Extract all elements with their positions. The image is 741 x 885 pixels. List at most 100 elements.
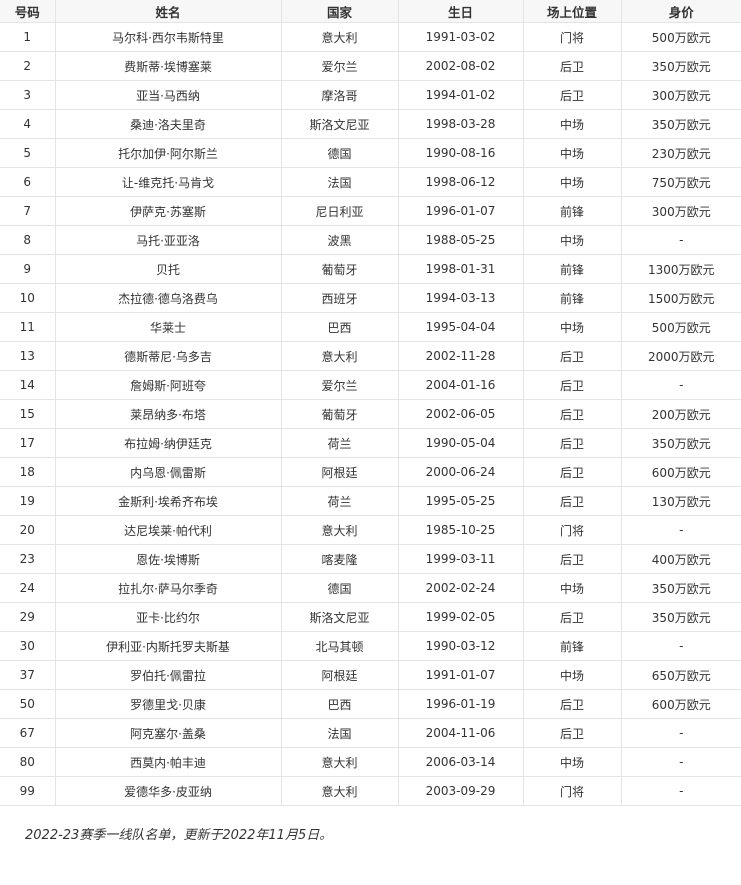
cell-value: - [620,225,741,255]
cell-value: - [620,631,741,661]
cell-number: 19 [0,486,56,516]
table-row: 3 亚当·马西纳 摩洛哥 1994-01-02 后卫 300万欧元 [0,80,741,110]
cell-name: 贝托 [54,254,282,284]
cell-value: 750万欧元 [620,167,741,197]
cell-position: 中场 [522,747,622,777]
cell-country: 意大利 [280,747,399,777]
cell-birthday: 2003-09-29 [397,776,524,806]
table-row: 99 爱德华多·皮亚纳 意大利 2003-09-29 门将 - [0,776,741,806]
cell-name: 布拉姆·纳伊廷克 [54,428,282,458]
cell-position: 中场 [522,312,622,342]
cell-birthday: 2002-02-24 [397,573,524,603]
cell-country: 意大利 [280,515,399,545]
cell-value: 350万欧元 [620,109,741,139]
cell-value: 400万欧元 [620,544,741,574]
table-row: 29 亚卡·比约尔 斯洛文尼亚 1999-02-05 后卫 350万欧元 [0,602,741,632]
cell-country: 意大利 [280,341,399,371]
cell-value: 200万欧元 [620,399,741,429]
cell-position: 中场 [522,109,622,139]
cell-country: 荷兰 [280,486,399,516]
table-row: 14 詹姆斯·阿班夸 爱尔兰 2004-01-16 后卫 - [0,370,741,400]
cell-name: 托尔加伊·阿尔斯兰 [54,138,282,168]
cell-value: - [620,718,741,748]
cell-value: 350万欧元 [620,51,741,81]
cell-birthday: 1990-05-04 [397,428,524,458]
table-row: 1 马尔科·西尔韦斯特里 意大利 1991-03-02 门将 500万欧元 [0,22,741,52]
table-caption: 2022-23赛季一线队名单，更新于2022年11月5日。 [25,828,333,843]
cell-name: 费斯蒂·埃博塞莱 [54,51,282,81]
cell-country: 德国 [280,573,399,603]
cell-country: 西班牙 [280,283,399,313]
cell-birthday: 1998-01-31 [397,254,524,284]
cell-value: 600万欧元 [620,689,741,719]
cell-name: 金斯利·埃希齐布埃 [54,486,282,516]
cell-name: 杰拉德·德乌洛费乌 [54,283,282,313]
cell-position: 中场 [522,138,622,168]
cell-name: 让-维克托·马肯戈 [54,167,282,197]
cell-value: 300万欧元 [620,196,741,226]
cell-value: - [620,515,741,545]
cell-name: 亚当·马西纳 [54,80,282,110]
table-row: 80 西莫内·帕丰迪 意大利 2006-03-14 中场 - [0,747,741,777]
cell-number: 67 [0,718,56,748]
cell-number: 30 [0,631,56,661]
cell-value: 600万欧元 [620,457,741,487]
cell-position: 后卫 [522,544,622,574]
cell-name: 罗伯托·佩雷拉 [54,660,282,690]
cell-birthday: 1998-06-12 [397,167,524,197]
cell-name: 马托·亚亚洛 [54,225,282,255]
table-row: 50 罗德里戈·贝康 巴西 1996-01-19 后卫 600万欧元 [0,689,741,719]
cell-position: 门将 [522,776,622,806]
table-row: 67 阿克塞尔·盖桑 法国 2004-11-06 后卫 - [0,718,741,748]
cell-value: 1500万欧元 [620,283,741,313]
cell-birthday: 2006-03-14 [397,747,524,777]
cell-country: 意大利 [280,22,399,52]
cell-country: 阿根廷 [280,457,399,487]
table-row: 9 贝托 葡萄牙 1998-01-31 前锋 1300万欧元 [0,254,741,284]
cell-birthday: 1991-03-02 [397,22,524,52]
cell-country: 爱尔兰 [280,370,399,400]
cell-position: 前锋 [522,283,622,313]
cell-position: 后卫 [522,51,622,81]
cell-position: 门将 [522,515,622,545]
cell-birthday: 2002-06-05 [397,399,524,429]
cell-birthday: 1999-03-11 [397,544,524,574]
cell-number: 5 [0,138,56,168]
cell-birthday: 1995-04-04 [397,312,524,342]
cell-number: 99 [0,776,56,806]
table-header-row: 号码 姓名 国家 生日 场上位置 身价 [0,0,741,23]
table-row: 5 托尔加伊·阿尔斯兰 德国 1990-08-16 中场 230万欧元 [0,138,741,168]
cell-birthday: 2002-11-28 [397,341,524,371]
table-row: 2 费斯蒂·埃博塞莱 爱尔兰 2002-08-02 后卫 350万欧元 [0,51,741,81]
table-row: 11 华莱士 巴西 1995-04-04 中场 500万欧元 [0,312,741,342]
cell-birthday: 2004-01-16 [397,370,524,400]
table-row: 23 恩佐·埃博斯 喀麦隆 1999-03-11 后卫 400万欧元 [0,544,741,574]
table-row: 19 金斯利·埃希齐布埃 荷兰 1995-05-25 后卫 130万欧元 [0,486,741,516]
cell-value: - [620,747,741,777]
cell-birthday: 1998-03-28 [397,109,524,139]
cell-country: 德国 [280,138,399,168]
cell-birthday: 2004-11-06 [397,718,524,748]
cell-position: 中场 [522,167,622,197]
cell-number: 23 [0,544,56,574]
column-header-number: 号码 [0,0,56,23]
cell-position: 前锋 [522,196,622,226]
cell-birthday: 1999-02-05 [397,602,524,632]
column-header-value: 身价 [620,0,741,23]
cell-birthday: 1988-05-25 [397,225,524,255]
cell-value: - [620,776,741,806]
cell-position: 后卫 [522,602,622,632]
cell-country: 斯洛文尼亚 [280,602,399,632]
cell-name: 詹姆斯·阿班夸 [54,370,282,400]
cell-country: 尼日利亚 [280,196,399,226]
cell-number: 2 [0,51,56,81]
cell-birthday: 1996-01-07 [397,196,524,226]
cell-position: 前锋 [522,254,622,284]
cell-number: 4 [0,109,56,139]
cell-number: 13 [0,341,56,371]
cell-country: 法国 [280,718,399,748]
cell-birthday: 1990-08-16 [397,138,524,168]
cell-position: 前锋 [522,631,622,661]
cell-name: 华莱士 [54,312,282,342]
cell-number: 50 [0,689,56,719]
